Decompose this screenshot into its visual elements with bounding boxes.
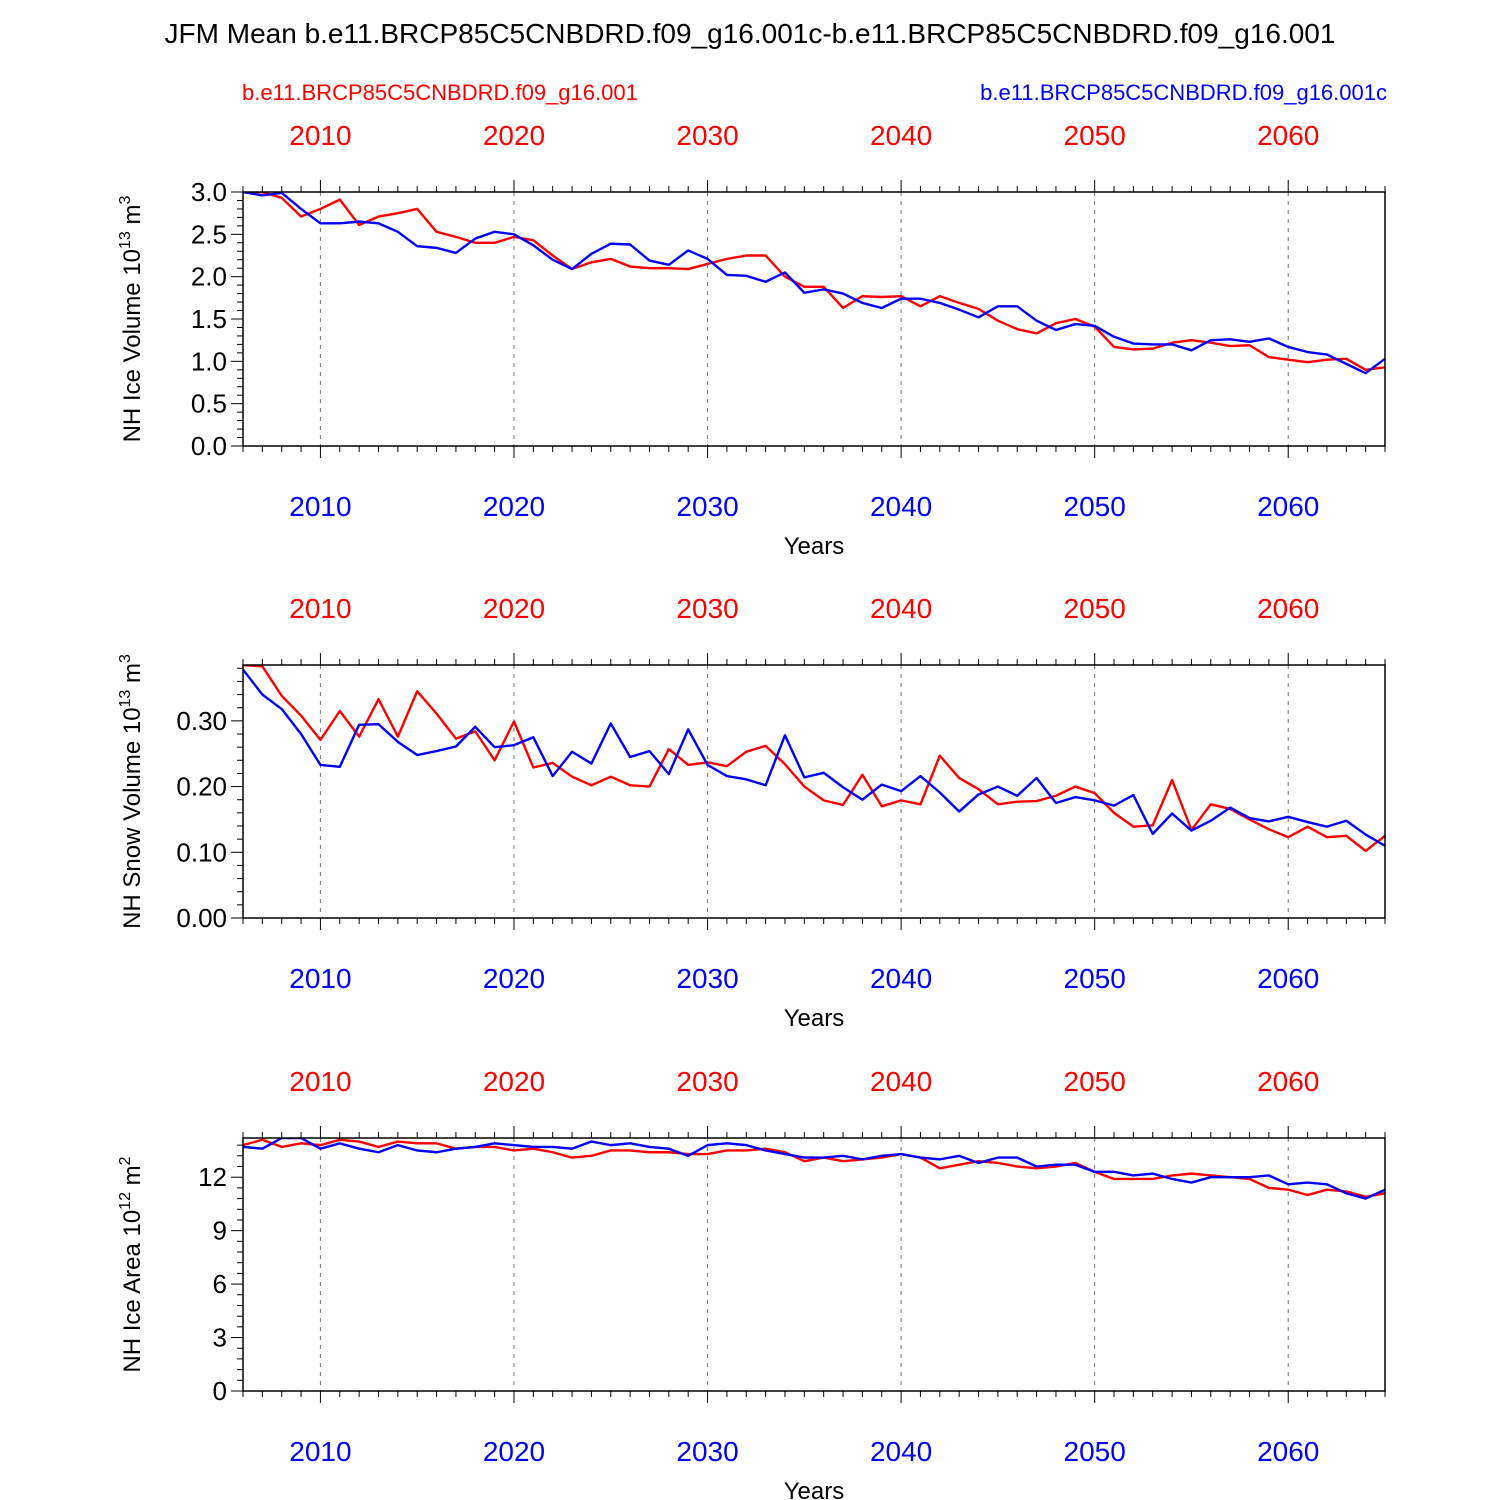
ylabel-unit-exponent: 2 xyxy=(117,1156,134,1165)
ice-volume-xtick-label-top: 2030 xyxy=(676,120,738,151)
ice-volume-xtick-label-top: 2050 xyxy=(1064,120,1126,151)
ice-volume-xtick-label-top: 2010 xyxy=(289,120,351,151)
ylabel-exponent: 13 xyxy=(117,690,134,708)
snow-volume-ytick-label: 0.20 xyxy=(176,772,227,802)
ice-volume-xtick-label-bottom: 2030 xyxy=(676,491,738,522)
ice-volume-xtick-label-bottom: 2040 xyxy=(870,491,932,522)
ice-volume-xtick-label-bottom: 2050 xyxy=(1064,491,1126,522)
snow-volume-xtick-label-bottom: 2060 xyxy=(1257,963,1319,994)
ice-area-xtick-label-top: 2010 xyxy=(289,1066,351,1097)
ice-area-ytick-label: 3 xyxy=(213,1323,227,1353)
legend-blue-label: b.e11.BRCP85C5CNBDRD.f09_g16.001c xyxy=(980,80,1387,105)
snow-volume-ylabel: NH Snow Volume 1013 m3 xyxy=(117,654,146,929)
snow-volume-ytick-label: 0.10 xyxy=(176,837,227,867)
ice-volume-xlabel: Years xyxy=(784,533,845,560)
ice-area-series-red xyxy=(243,1138,1385,1199)
snow-volume-xtick-label-bottom: 2030 xyxy=(676,963,738,994)
ice-area-ytick-label: 0 xyxy=(213,1376,227,1406)
snow-volume-ytick-label: 0.30 xyxy=(176,706,227,736)
snow-volume-panel: 0.00 0.10 0.20 0.30 2010 2010 2020 2020 2030 2030… xyxy=(117,593,1386,1032)
ylabel-exponent: 12 xyxy=(117,1192,134,1210)
ice-area-xtick-label-top: 2020 xyxy=(483,1066,545,1097)
ylabel-unit: m xyxy=(119,205,146,232)
ylabel-main: NH Ice Area 10 xyxy=(119,1210,146,1373)
ice-volume-series-red xyxy=(243,192,1385,371)
ice-area-xtick-label-top: 2060 xyxy=(1257,1066,1319,1097)
snow-volume-xtick-label-top: 2030 xyxy=(676,593,738,624)
ylabel-unit: m xyxy=(119,663,146,690)
ice-volume-ytick-label: 2.5 xyxy=(191,219,227,249)
ice-area-xtick-label-top: 2040 xyxy=(870,1066,932,1097)
ylabel-unit-exponent: 3 xyxy=(117,654,134,663)
snow-volume-xtick-label-bottom: 2050 xyxy=(1064,963,1126,994)
ice-volume-xtick-label-top: 2020 xyxy=(483,120,545,151)
ice-volume-ytick-label: 3.0 xyxy=(191,177,227,207)
ice-area-xtick-label-bottom: 2030 xyxy=(676,1436,738,1467)
snow-volume-xtick-label-top: 2050 xyxy=(1064,593,1126,624)
ice-area-xtick-label-bottom: 2010 xyxy=(289,1436,351,1467)
ice-volume-ytick-label: 1.0 xyxy=(191,346,227,376)
snow-volume-xtick-label-top: 2040 xyxy=(870,593,932,624)
ice-volume-frame xyxy=(242,191,1386,447)
snow-volume-xtick-label-top: 2060 xyxy=(1257,593,1319,624)
ice-volume-panel: 0.0 0.5 1.0 1.5 2.0 2.5 3.0 2010 2010 2020 2020 203… xyxy=(117,120,1386,560)
snow-volume-xtick-label-bottom: 2010 xyxy=(289,963,351,994)
snow-volume-xtick-label-top: 2020 xyxy=(483,593,545,624)
ice-area-ytick-label: 12 xyxy=(198,1162,227,1192)
ice-area-xtick-label-bottom: 2050 xyxy=(1064,1436,1126,1467)
ice-volume-ylabel: NH Ice Volume 1013 m3 xyxy=(117,196,146,443)
ylabel-main: NH Ice Volume 10 xyxy=(119,249,146,442)
ylabel-unit: m xyxy=(119,1165,146,1192)
ice-volume-xtick-label-bottom: 2010 xyxy=(289,491,351,522)
ice-area-xtick-label-top: 2030 xyxy=(676,1066,738,1097)
ice-area-xtick-label-bottom: 2020 xyxy=(483,1436,545,1467)
ice-volume-xtick-label-bottom: 2060 xyxy=(1257,491,1319,522)
ice-volume-ytick-label: 1.5 xyxy=(191,304,227,334)
ylabel-unit-exponent: 3 xyxy=(117,196,134,205)
snow-volume-xlabel: Years xyxy=(784,1005,845,1032)
ice-area-xtick-label-bottom: 2040 xyxy=(870,1436,932,1467)
ice-volume-xtick-label-bottom: 2020 xyxy=(483,491,545,522)
legend-red-label: b.e11.BRCP85C5CNBDRD.f09_g16.001 xyxy=(242,80,638,105)
page-title: JFM Mean b.e11.BRCP85C5CNBDRD.f09_g16.00… xyxy=(164,18,1336,49)
ice-area-frame xyxy=(242,1137,1386,1392)
snow-volume-ytick-label: 0.00 xyxy=(176,903,227,933)
ice-volume-ytick-label: 2.0 xyxy=(191,262,227,292)
ice-area-xtick-label-top: 2050 xyxy=(1064,1066,1126,1097)
ylabel-exponent: 13 xyxy=(117,231,134,249)
ice-volume-xtick-label-top: 2040 xyxy=(870,120,932,151)
ice-area-panel: 0 3 6 9 12 2010 2010 2020 2020 2030 2030 2040 2040 20… xyxy=(117,1066,1386,1500)
ice-volume-ytick-label: 0.5 xyxy=(191,389,227,419)
ice-area-xlabel: Years xyxy=(784,1478,845,1500)
ice-area-series-blue xyxy=(243,1138,1385,1200)
snow-volume-series-red xyxy=(243,665,1385,853)
snow-volume-series-blue xyxy=(243,668,1385,847)
ice-area-xtick-label-bottom: 2060 xyxy=(1257,1436,1319,1467)
snow-volume-frame xyxy=(242,664,1386,919)
ice-area-ylabel: NH Ice Area 1012 m2 xyxy=(117,1156,146,1372)
snow-volume-xtick-label-bottom: 2020 xyxy=(483,963,545,994)
ice-area-ytick-label: 6 xyxy=(213,1269,227,1299)
ice-volume-ytick-label: 0.0 xyxy=(191,431,227,461)
snow-volume-xtick-label-bottom: 2040 xyxy=(870,963,932,994)
snow-volume-xtick-label-top: 2010 xyxy=(289,593,351,624)
ice-volume-xtick-label-top: 2060 xyxy=(1257,120,1319,151)
ylabel-main: NH Snow Volume 10 xyxy=(119,707,146,928)
ice-area-ytick-label: 9 xyxy=(213,1216,227,1246)
ice-volume-series-blue xyxy=(243,192,1385,375)
